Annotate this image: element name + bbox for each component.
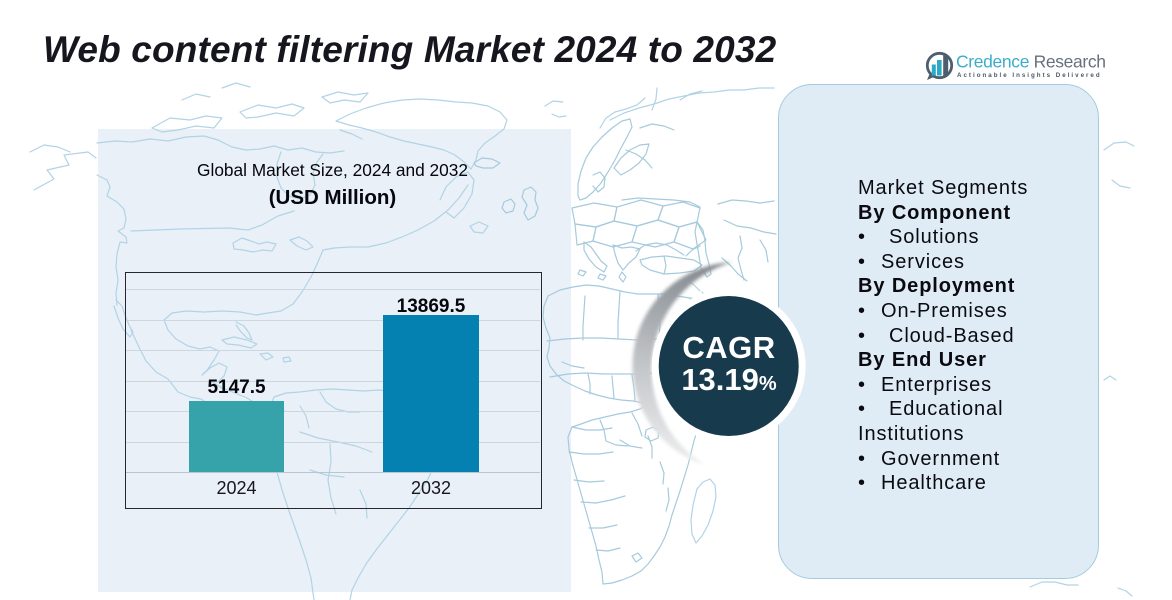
svg-text:Actionable Insights Delivered: Actionable Insights Delivered bbox=[957, 72, 1102, 79]
svg-text:Credence Research: Credence Research bbox=[956, 52, 1106, 72]
